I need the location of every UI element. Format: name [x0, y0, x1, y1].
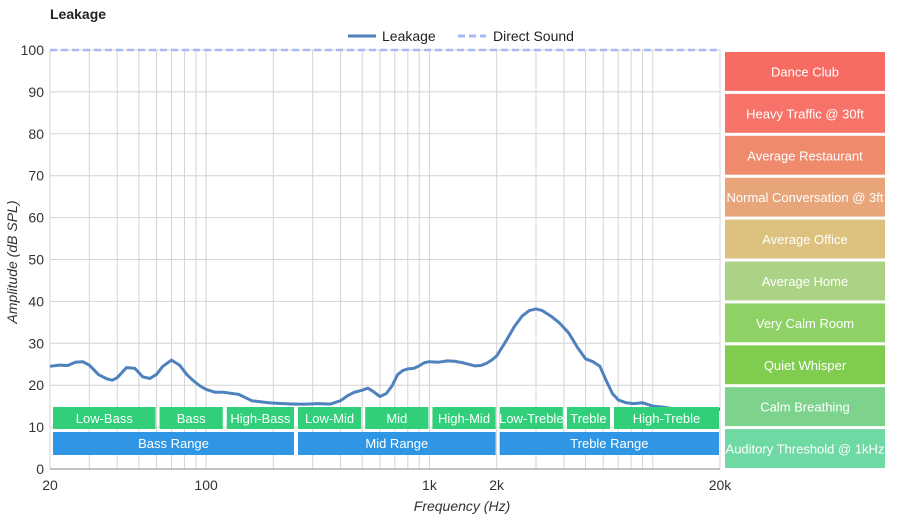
- band-high-bass: [226, 407, 294, 429]
- noise-level-calm-breathing: [725, 387, 885, 427]
- band-bass: [159, 407, 223, 429]
- band-treble: [566, 407, 610, 429]
- noise-level-auditory-threshold-1khz: [725, 429, 885, 468]
- noise-level-label: Dance Club: [771, 64, 839, 79]
- y-axis-title: Amplitude (dB SPL): [4, 201, 20, 325]
- noise-level-heavy-traffic-30ft: [725, 93, 885, 133]
- y-tick-label: 90: [28, 84, 44, 100]
- band-label: Low-Mid: [305, 411, 354, 426]
- noise-level-label: Very Calm Room: [756, 316, 854, 331]
- band-label: High-Bass: [230, 411, 290, 426]
- noise-level-average-home: [725, 261, 885, 301]
- x-tick-label: 1k: [422, 477, 438, 493]
- grid: [49, 49, 721, 470]
- legend-label-direct-sound: Direct Sound: [493, 28, 574, 44]
- chart-title: Leakage: [50, 6, 106, 22]
- band-label: Mid Range: [365, 436, 428, 451]
- noise-level-quiet-whisper: [725, 345, 885, 385]
- band-high-treble: [613, 407, 719, 429]
- band-low-treble: [499, 407, 563, 429]
- legend: Leakage Direct Sound: [348, 28, 574, 44]
- y-tick-label: 20: [28, 377, 44, 393]
- band-mid: [365, 407, 429, 429]
- band-treble-range: [499, 432, 719, 455]
- noise-level-label: Heavy Traffic @ 30ft: [746, 106, 864, 121]
- noise-level-label: Auditory Threshold @ 1kHz: [726, 442, 885, 457]
- noise-level-average-office: [725, 219, 885, 259]
- noise-level-label: Average Home: [762, 274, 848, 289]
- band-low-bass: [53, 407, 156, 429]
- x-tick-label: 100: [194, 477, 218, 493]
- y-tick-label: 60: [28, 210, 44, 226]
- band-mid-range: [297, 432, 496, 455]
- band-label: Low-Treble: [499, 411, 564, 426]
- x-tick-label: 2k: [489, 477, 505, 493]
- band-label: Treble: [570, 411, 606, 426]
- y-tick-label: 80: [28, 126, 44, 142]
- noise-level-very-calm-room: [725, 303, 885, 343]
- noise-level-normal-conversation-3ft: [725, 177, 885, 217]
- y-axis-ticks: 0 10 20 30 40 50 60 70 80 90 100: [21, 42, 45, 477]
- series-group: [49, 48, 721, 411]
- band-label: High-Treble: [633, 411, 700, 426]
- y-tick-label: 70: [28, 168, 44, 184]
- x-axis-ticks: 20 100 1k 2k 20k: [42, 477, 732, 493]
- x-tick-label: 20k: [709, 477, 733, 493]
- noise-level-dance-club: [725, 52, 885, 91]
- y-tick-label: 0: [36, 461, 44, 477]
- noise-level-label: Normal Conversation @ 3ft: [727, 190, 884, 205]
- noise-level-reference: Dance Club Heavy Traffic @ 30ft Average Re…: [725, 52, 885, 468]
- band-label: Low-Bass: [76, 411, 134, 426]
- band-label: Bass: [177, 411, 206, 426]
- y-tick-label: 50: [28, 252, 44, 268]
- x-tick-label: 20: [42, 477, 58, 493]
- y-tick-label: 40: [28, 293, 44, 309]
- band-label: Mid: [386, 411, 407, 426]
- frequency-bands: Low-Bass Bass High-Bass Low-Mid Mid High-Mid L…: [53, 407, 719, 455]
- band-label: Treble Range: [570, 436, 648, 451]
- band-high-mid: [432, 407, 496, 429]
- band-label: Bass Range: [138, 436, 209, 451]
- x-axis-title: Frequency (Hz): [414, 498, 510, 514]
- noise-level-label: Calm Breathing: [760, 400, 850, 415]
- noise-level-average-restaurant: [725, 135, 885, 175]
- band-low-mid: [297, 407, 362, 429]
- band-label: High-Mid: [438, 411, 490, 426]
- noise-level-label: Quiet Whisper: [764, 358, 847, 373]
- y-tick-label: 30: [28, 335, 44, 351]
- y-tick-label: 100: [21, 42, 45, 58]
- band-bass-range: [53, 432, 294, 455]
- series-leakage-line: [49, 307, 721, 411]
- noise-level-label: Average Restaurant: [747, 148, 863, 163]
- y-tick-label: 10: [28, 419, 44, 435]
- legend-label-leakage: Leakage: [382, 28, 436, 44]
- noise-level-label: Average Office: [762, 232, 848, 247]
